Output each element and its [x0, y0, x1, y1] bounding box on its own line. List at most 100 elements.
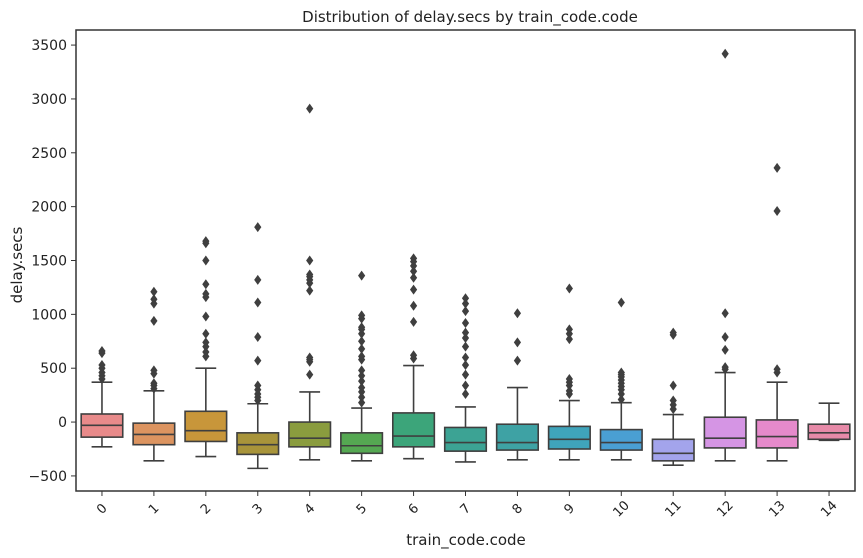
outlier-point: [254, 380, 262, 391]
box-group: [340, 270, 384, 462]
outlier-point: [358, 322, 366, 333]
box-group: [599, 297, 643, 461]
outlier-point: [202, 347, 210, 358]
x-tick-label: 11: [662, 498, 684, 520]
outlier-point: [617, 394, 625, 405]
outlier-point: [254, 331, 262, 342]
x-tick-label: 8: [510, 501, 526, 517]
outlier-point: [306, 255, 314, 266]
outlier-point: [202, 288, 210, 299]
box-body: [807, 423, 851, 441]
x-tick-label: 14: [818, 498, 840, 520]
x-tick-label: 6: [406, 501, 422, 517]
box-group: [236, 222, 280, 470]
box-body: [547, 425, 591, 450]
outlier-point: [358, 310, 366, 321]
outlier-point: [461, 306, 470, 317]
x-tick-label: 5: [354, 501, 370, 517]
box-group: [443, 293, 488, 463]
outlier-point: [409, 284, 418, 295]
box-body: [340, 432, 384, 455]
x-tick-label: 0: [94, 501, 110, 517]
outlier-point: [358, 376, 366, 387]
y-tick-label: 1000: [31, 307, 67, 323]
outlier-point: [409, 272, 418, 283]
box-body: [703, 416, 747, 449]
outlier-point: [409, 266, 418, 277]
x-axis-label: train_code.code: [406, 531, 526, 550]
outlier-point: [202, 328, 210, 339]
outlier-point: [461, 341, 470, 352]
outlier-point: [721, 48, 729, 59]
outlier-point: [565, 373, 573, 384]
outlier-point: [461, 327, 470, 338]
x-axis: 0 1 2 3 4 5 6 7 8 9 10 11 12 13 14: [94, 491, 841, 521]
box-body: [651, 438, 695, 462]
outlier-point: [773, 364, 781, 375]
outlier-point: [306, 285, 314, 296]
y-tick-label: 3000: [31, 92, 67, 108]
y-tick-label: 1500: [31, 254, 67, 270]
x-tick-label: 12: [714, 498, 736, 520]
y-tick-label: 2000: [31, 200, 67, 216]
box-group: [703, 48, 747, 462]
outlier-point: [202, 255, 210, 266]
box-group: [495, 308, 540, 461]
outlier-point: [669, 327, 677, 338]
y-tick-label: 2500: [31, 146, 67, 162]
outlier-point: [721, 331, 729, 342]
outlier-point: [202, 279, 210, 290]
outlier-point: [773, 162, 781, 173]
box-body: [755, 419, 799, 449]
chart-title: Distribution of delay.secs by train_code…: [302, 8, 638, 27]
outlier-point: [461, 293, 470, 304]
outlier-point: [513, 355, 522, 366]
outlier-point: [254, 355, 262, 366]
box-group: [184, 236, 228, 458]
outlier-point: [565, 283, 573, 294]
box-body: [443, 426, 488, 452]
outlier-point: [461, 333, 470, 344]
outlier-point: [306, 352, 314, 363]
outlier-point: [461, 369, 470, 380]
box-body: [495, 423, 540, 451]
box-group: [391, 253, 436, 460]
outlier-point: [306, 269, 314, 280]
outlier-point: [202, 337, 210, 348]
outlier-point: [461, 359, 470, 370]
outlier-point: [150, 365, 158, 376]
outlier-point: [150, 315, 158, 326]
box-group: [288, 103, 332, 461]
x-tick-label: 1: [146, 501, 162, 517]
outlier-point: [409, 316, 418, 327]
x-tick-label: 7: [458, 501, 474, 517]
outlier-point: [721, 362, 729, 373]
y-tick-label: 3500: [31, 38, 67, 54]
y-axis: −500 0 500 1000 1500 2000 2500 3000 3500: [29, 38, 76, 485]
outlier-point: [669, 395, 677, 406]
boxes-layer: [80, 48, 851, 470]
outlier-point: [565, 324, 573, 335]
box-body: [599, 428, 643, 451]
outlier-point: [358, 392, 366, 403]
y-axis-label: delay.secs: [8, 226, 26, 303]
box-body: [391, 412, 436, 448]
outlier-point: [721, 344, 729, 355]
box-group: [547, 283, 591, 461]
box-group: [132, 286, 176, 462]
x-tick-label: 4: [302, 501, 318, 517]
outlier-point: [150, 378, 158, 389]
outlier-point: [409, 253, 418, 264]
outlier-point: [617, 367, 625, 378]
box-group: [755, 162, 799, 462]
outlier-point: [202, 236, 210, 247]
outlier-point: [306, 103, 314, 114]
x-tick-label: 13: [766, 498, 788, 520]
outlier-point: [513, 337, 522, 348]
outlier-point: [202, 311, 210, 322]
box-group: [807, 402, 851, 442]
outlier-point: [254, 297, 262, 308]
box-body: [288, 421, 332, 448]
box-group: [80, 345, 124, 448]
